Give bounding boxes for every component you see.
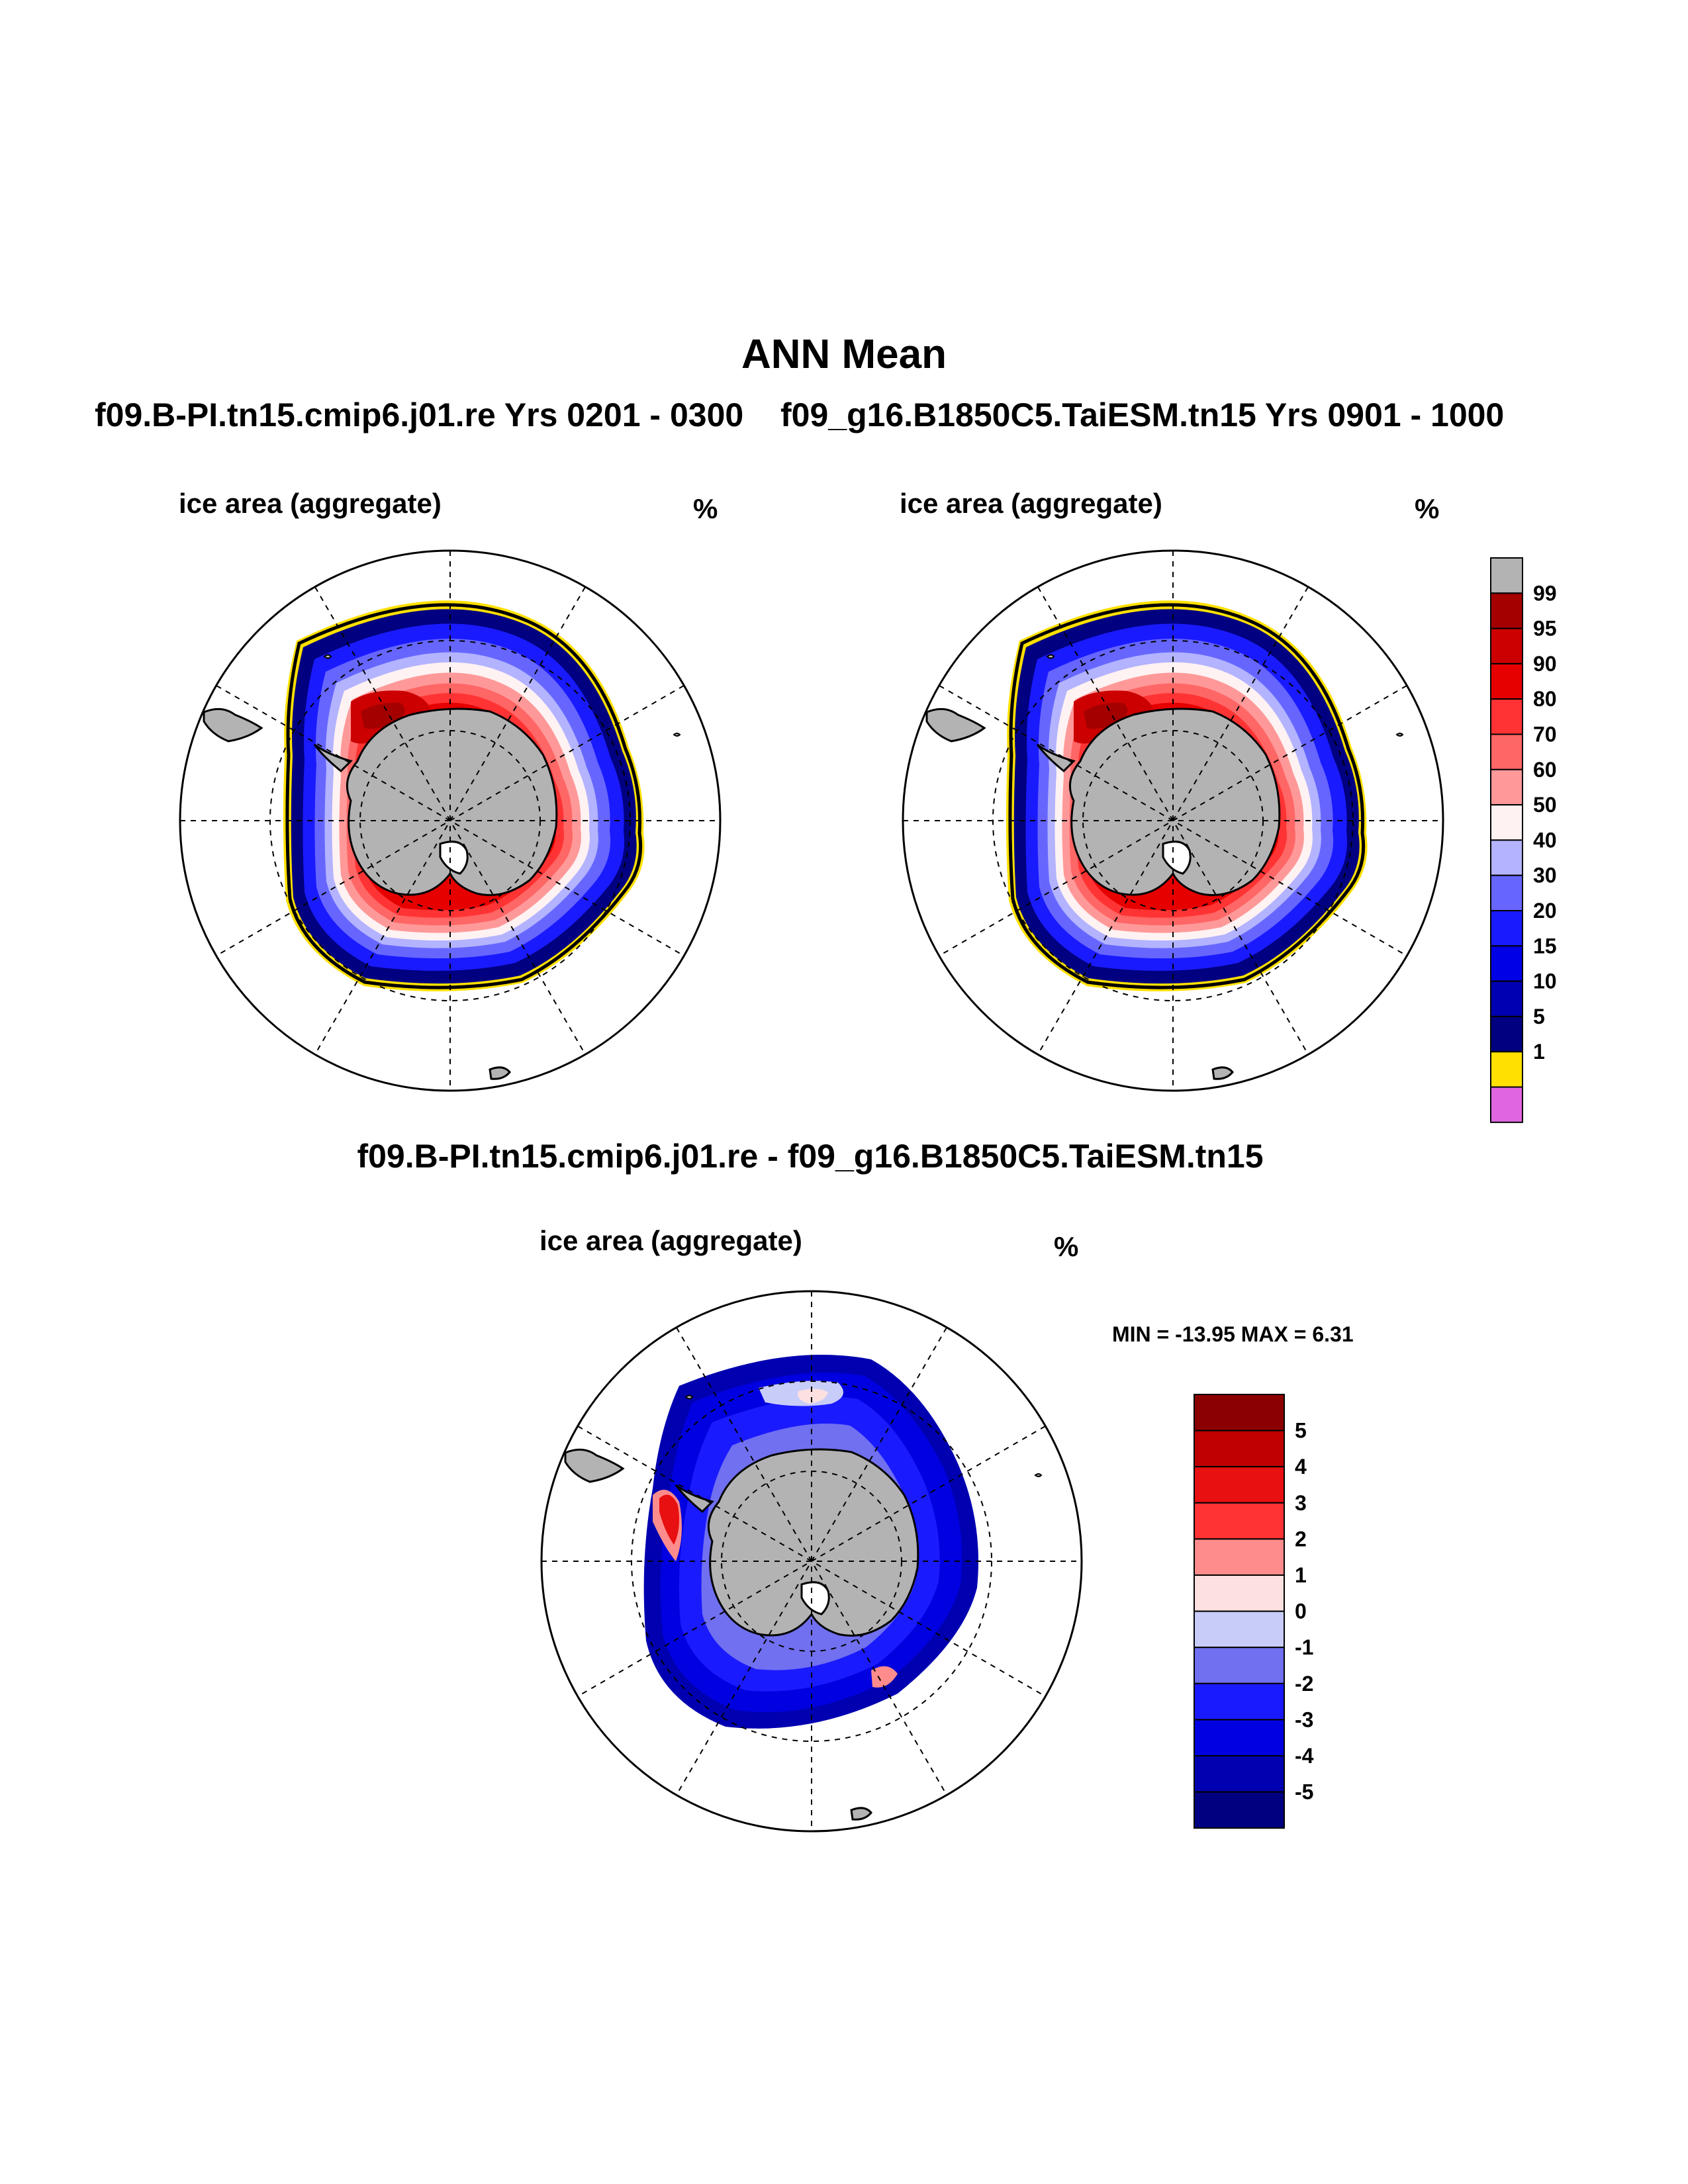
main-colorbar: 99 95 90 80 70 60 50 40 30 20 15 10 5 1 <box>1490 557 1557 1123</box>
main-colorbar-swatch <box>1490 910 1523 947</box>
main-colorbar-swatch <box>1490 698 1523 735</box>
diff-colorbar-swatch <box>1194 1719 1285 1756</box>
diff-colorbar-swatch <box>1194 1466 1285 1504</box>
panel-a-units: % <box>693 493 718 524</box>
diff-colorbar-swatch <box>1194 1791 1285 1829</box>
diff-colorbar-swatch <box>1194 1394 1285 1432</box>
panel-b-map <box>902 549 1444 1092</box>
panel-a-variable: ice area (aggregate) <box>179 488 442 519</box>
main-colorbar-swatch <box>1490 627 1523 664</box>
diff-colorbar-swatch <box>1194 1430 1285 1468</box>
diff-colorbar-label: -2 <box>1295 1672 1313 1696</box>
diff-colorbar-label: -4 <box>1295 1744 1314 1768</box>
diff-colorbar-label: 1 <box>1295 1563 1307 1587</box>
panel-b-units: % <box>1415 493 1440 524</box>
main-colorbar-swatch <box>1490 980 1523 1017</box>
diff-colorbar-label: 4 <box>1295 1455 1307 1479</box>
diff-colorbar-label: -5 <box>1295 1780 1313 1804</box>
diff-colorbar-label: 3 <box>1295 1491 1307 1515</box>
main-colorbar-label: 10 <box>1533 970 1557 993</box>
diff-colorbar-swatch <box>1194 1647 1285 1684</box>
diff-colorbar-label: 5 <box>1295 1419 1307 1443</box>
panel-diff-variable: ice area (aggregate) <box>539 1225 802 1256</box>
panel-diff-map <box>540 1290 1083 1833</box>
main-colorbar-label: 95 <box>1533 617 1557 641</box>
main-colorbar-label: 60 <box>1533 758 1557 782</box>
main-colorbar-label: 30 <box>1533 864 1557 887</box>
min-max-label: MIN = -13.95 MAX = 6.31 <box>1112 1322 1354 1346</box>
main-colorbar-swatch <box>1490 874 1523 911</box>
main-colorbar-swatch <box>1490 592 1523 629</box>
diff-colorbar-swatch <box>1194 1538 1285 1576</box>
diff-colorbar-label: -3 <box>1295 1707 1313 1731</box>
panel-diff-units: % <box>1054 1231 1079 1262</box>
diff-colorbar-swatch <box>1194 1682 1285 1721</box>
main-colorbar-swatch <box>1490 1051 1523 1088</box>
main-colorbar-label: 70 <box>1533 723 1557 747</box>
diff-colorbar-swatch <box>1194 1755 1285 1793</box>
main-colorbar-label: 80 <box>1533 687 1557 711</box>
main-colorbar-label: 15 <box>1533 934 1557 958</box>
run-a-label: f09.B-PI.tn15.cmip6.j01.re Yrs 0201 - 03… <box>95 396 744 433</box>
main-colorbar-swatch <box>1490 557 1523 594</box>
main-colorbar-swatch <box>1490 1086 1523 1123</box>
main-colorbar-swatch <box>1490 945 1523 982</box>
main-colorbar-swatch <box>1490 1015 1523 1053</box>
main-colorbar-label: 90 <box>1533 652 1557 676</box>
diff-colorbar-label: 2 <box>1295 1527 1307 1551</box>
main-colorbar-label: 5 <box>1533 1005 1545 1028</box>
panel-b-variable: ice area (aggregate) <box>900 488 1162 519</box>
main-colorbar-label: 1 <box>1533 1040 1545 1064</box>
difference-title: f09.B-PI.tn15.cmip6.j01.re - f09_g16.B18… <box>357 1138 1264 1175</box>
main-colorbar-label: 40 <box>1533 828 1557 852</box>
main-colorbar-label: 50 <box>1533 793 1557 817</box>
panel-a-map <box>179 549 722 1092</box>
main-colorbar-label: 99 <box>1533 581 1557 605</box>
diff-colorbar-swatch <box>1194 1502 1285 1540</box>
main-colorbar-swatch <box>1490 804 1523 841</box>
figure-title: ANN Mean <box>741 332 947 377</box>
diff-colorbar-swatch <box>1194 1610 1285 1649</box>
main-colorbar-swatch <box>1490 839 1523 876</box>
main-colorbar-swatch <box>1490 662 1523 700</box>
diff-colorbar: 5 4 3 2 1 0 -1 -2 -3 -4 -5 <box>1194 1394 1314 1829</box>
run-b-label: f09_g16.B1850C5.TaiESM.tn15 Yrs 0901 - 1… <box>780 396 1505 433</box>
main-colorbar-swatch <box>1490 768 1523 806</box>
diff-colorbar-label: 0 <box>1295 1600 1307 1623</box>
diff-colorbar-swatch <box>1194 1574 1285 1612</box>
main-colorbar-swatch <box>1490 733 1523 770</box>
main-colorbar-label: 20 <box>1533 899 1557 923</box>
diff-colorbar-label: -1 <box>1295 1635 1313 1659</box>
